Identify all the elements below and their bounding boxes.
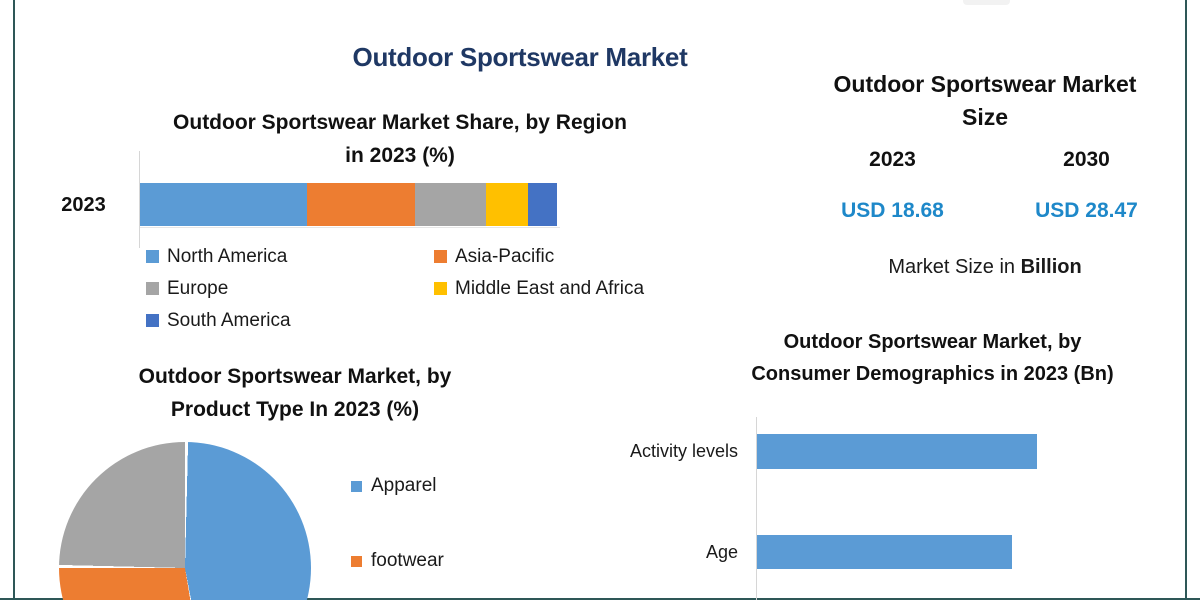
right-border-line [1185, 0, 1187, 600]
region-stacked-bar [140, 183, 557, 226]
market-size-footnote-unit: Billion [1020, 256, 1082, 278]
bottom-border-line [0, 598, 1200, 600]
region-legend-swatch [146, 314, 159, 327]
page-title: Outdoor Sportswear Market [352, 42, 688, 72]
market-size-value-2030: USD 28.47 [1035, 199, 1138, 222]
region-chart-x-axis-line [140, 227, 560, 228]
cropped-top-artifact [963, 0, 1010, 5]
region-chart-category-label: 2023 [61, 194, 106, 216]
region-legend-label: Middle East and Africa [455, 277, 645, 299]
demographics-title-line1: Outdoor Sportswear Market, by [783, 331, 1082, 353]
region-legend-swatch [434, 282, 447, 295]
market-size-title-line1: Outdoor Sportswear Market [833, 71, 1137, 97]
region-legend-label: Europe [167, 277, 229, 299]
pie-legend-swatch [351, 480, 362, 492]
market-size-title: Outdoor Sportswear Market Size [790, 68, 1180, 134]
region-chart-title-line1: Outdoor Sportswear Market Share, by Regi… [173, 111, 627, 134]
demographics-category-label: Activity levels [629, 441, 738, 461]
demographics-chart-title: Outdoor Sportswear Market, by Consumer D… [695, 326, 1170, 390]
pie-legend-item: Apparel [351, 475, 437, 497]
region-chart-legend: North America Asia-Pacific Europe Middle… [146, 245, 644, 331]
product-pie [59, 442, 311, 600]
region-legend-item: South America [146, 309, 434, 331]
pie-legend-label: footwear [371, 550, 444, 571]
region-legend-swatch [146, 250, 159, 263]
region-legend-swatch [146, 282, 159, 295]
market-size-year-2030: 2030 [1063, 148, 1110, 171]
product-pie-title: Outdoor Sportswear Market, by Product Ty… [55, 360, 535, 426]
demographics-y-axis-line [756, 417, 757, 600]
region-bar-segment [415, 183, 487, 226]
region-legend-item: North America [146, 245, 434, 267]
region-legend-label: North America [167, 245, 288, 267]
region-bar-segment [140, 183, 307, 226]
market-size-value-2023: USD 18.68 [841, 199, 944, 222]
region-chart-y-axis-line [139, 151, 140, 248]
region-legend-label: Asia-Pacific [455, 245, 555, 267]
region-chart-title: Outdoor Sportswear Market Share, by Regi… [110, 106, 690, 172]
market-size-footnote: Market Size in Billion [790, 256, 1180, 279]
region-legend-item: Asia-Pacific [434, 245, 644, 267]
product-pie-title-line1: Outdoor Sportswear Market, by [138, 365, 452, 388]
region-legend-swatch [434, 250, 447, 263]
region-legend-label: South America [167, 309, 291, 331]
region-chart-title-line2: in 2023 (%) [345, 144, 455, 167]
region-bar-segment [306, 183, 416, 226]
region-legend-item: Middle East and Africa [434, 277, 645, 299]
region-legend-item: Europe [146, 277, 434, 299]
market-size-year-2023: 2023 [869, 148, 916, 171]
demo-bar [757, 535, 1012, 569]
market-size-footnote-prefix: Market Size in [888, 256, 1021, 278]
pie-legend-item: footwear [351, 550, 444, 572]
demo-bar [757, 434, 1037, 469]
pie-legend-label: Apparel [371, 475, 437, 496]
region-bar-segment [486, 183, 528, 226]
region-bar-segment [527, 183, 557, 226]
product-pie-title-line2: Product Type In 2023 (%) [170, 398, 420, 421]
market-size-title-line2: Size [961, 104, 1009, 130]
left-border-line [13, 0, 15, 600]
demographics-category-label: Age [705, 542, 738, 562]
pie-legend-swatch [351, 555, 362, 567]
demographics-title-line2: Consumer Demographics in 2023 (Bn) [751, 363, 1114, 385]
